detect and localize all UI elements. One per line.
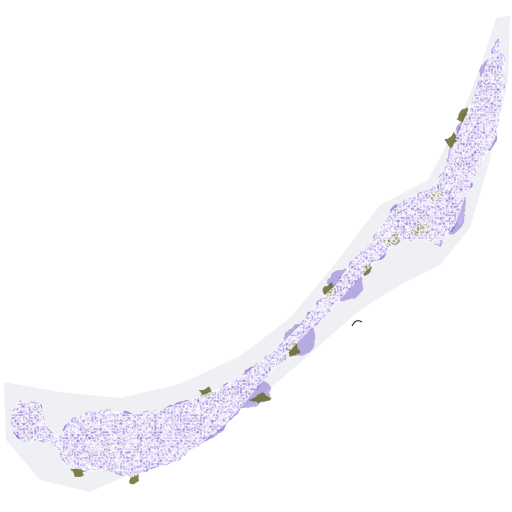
fiber-mark (351, 320, 363, 327)
